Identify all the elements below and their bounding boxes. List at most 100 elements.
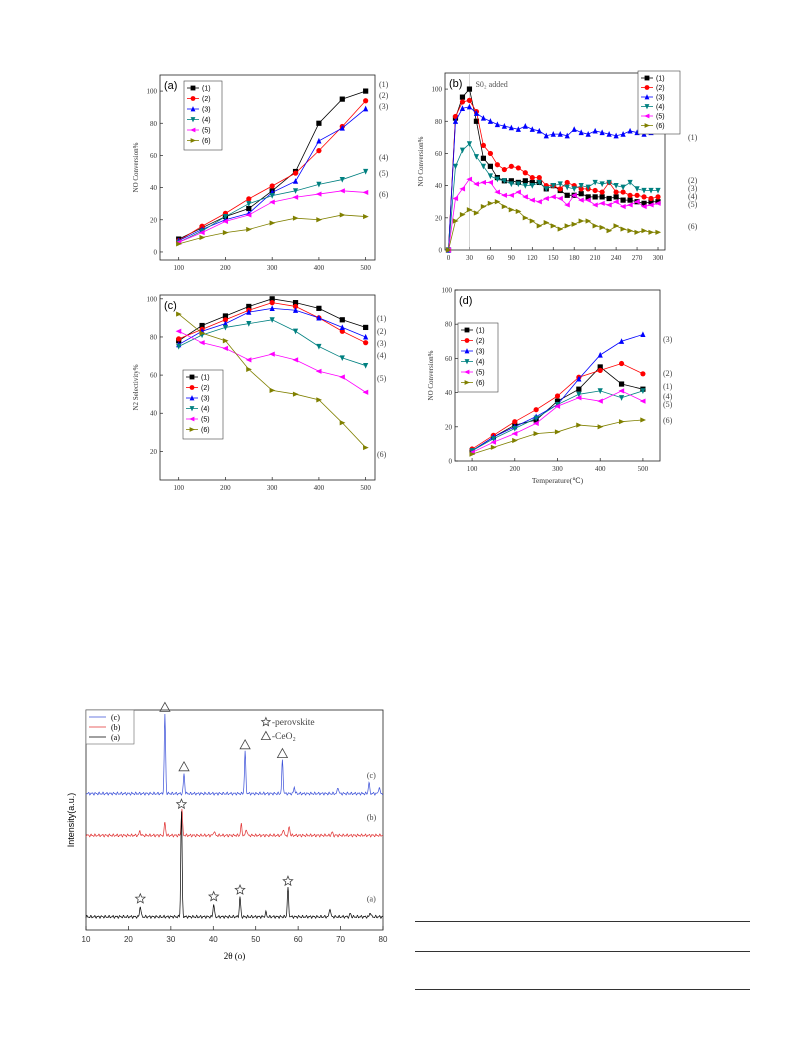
legend-perovskite-text: -perovskite <box>272 718 315 728</box>
data-point-1 <box>554 398 561 404</box>
legend-swatch-marker <box>464 348 470 354</box>
end-label-1: (1) <box>663 382 673 391</box>
data-point-6 <box>641 228 648 234</box>
y-tick-label: 40 <box>435 182 443 190</box>
x-tick-label: 200 <box>510 465 521 473</box>
data-point-2 <box>480 142 487 149</box>
data-point-3 <box>550 131 556 137</box>
data-point-3 <box>578 129 584 136</box>
data-point-3 <box>618 338 625 344</box>
data-point-6 <box>620 226 627 232</box>
ceo2-peak-marker <box>239 738 251 750</box>
y-tick-label: 20 <box>150 216 158 224</box>
data-point-2 <box>533 407 539 413</box>
y-tick-label: 20 <box>445 423 453 431</box>
data-point-4 <box>655 187 661 194</box>
data-point-5 <box>494 189 500 195</box>
x-tick-label: 120 <box>527 254 538 262</box>
legend-swatch-marker <box>189 427 195 432</box>
legend-swatch-marker <box>190 85 196 91</box>
data-point-5 <box>640 203 647 210</box>
data-point-2 <box>564 179 570 186</box>
x-tick-label: 0 <box>447 254 451 262</box>
data-point-3 <box>452 118 459 124</box>
data-point-3 <box>269 305 275 311</box>
x-axis-label: Temperature(℃) <box>532 476 584 485</box>
y-tick-label: 80 <box>435 118 443 126</box>
data-point-1 <box>585 194 591 200</box>
legend-entry-6: (6) <box>201 427 210 434</box>
data-point-4 <box>473 154 480 160</box>
y-tick-label: 40 <box>445 389 453 397</box>
data-point-3 <box>292 178 299 184</box>
legend-entry-a: (a) <box>111 733 120 742</box>
series-line-4 <box>178 319 366 366</box>
y-tick-label: 0 <box>154 248 158 256</box>
data-point-4 <box>292 328 299 335</box>
data-point-6 <box>222 230 229 236</box>
data-point-2 <box>466 97 473 103</box>
legend-entry-1: (1) <box>201 375 210 382</box>
plot-frame <box>159 74 376 261</box>
legend-swatch-marker <box>644 85 650 90</box>
data-point-2 <box>512 419 518 425</box>
data-point-1 <box>529 179 535 186</box>
data-point-1 <box>576 386 582 392</box>
data-point-5 <box>533 420 539 426</box>
data-point-3 <box>536 127 542 134</box>
data-point-5 <box>597 398 603 404</box>
legend-entry-6: (6) <box>656 123 665 130</box>
data-point-2 <box>536 174 542 181</box>
data-point-1 <box>199 322 205 329</box>
table-rule-top <box>415 921 750 922</box>
y-tick-label: 80 <box>150 333 158 341</box>
data-point-4 <box>613 183 619 189</box>
data-point-4 <box>469 448 475 454</box>
data-point-5 <box>292 357 299 363</box>
data-point-3 <box>292 307 299 313</box>
legend-entry-5: (5) <box>201 417 210 424</box>
x-tick-label: 500 <box>638 465 649 473</box>
data-point-4 <box>599 181 605 188</box>
data-point-4 <box>316 181 322 188</box>
data-point-4 <box>515 181 521 188</box>
legend-entry-2: (2) <box>201 385 210 392</box>
panel-label: (d) <box>459 295 472 307</box>
data-point-4 <box>627 179 633 186</box>
data-point-2 <box>459 99 466 105</box>
data-point-2 <box>634 192 640 198</box>
x-tick-label: 300 <box>267 484 278 492</box>
x-tick-label: 500 <box>360 484 371 492</box>
x-tick-label: 30 <box>466 254 474 262</box>
data-point-5 <box>599 200 605 206</box>
data-point-3 <box>627 127 633 134</box>
data-point-6 <box>557 226 564 232</box>
data-point-1 <box>473 118 480 124</box>
data-point-4 <box>536 179 542 186</box>
data-point-2 <box>452 113 459 120</box>
data-point-4 <box>501 178 507 184</box>
data-point-4 <box>578 183 584 189</box>
chart-panel-xrd: 10 20 30 40 50 60 70 80 2θ (o) Intensity(a.u.) (c)… <box>55 700 395 975</box>
data-point-4 <box>508 181 514 188</box>
data-point-4 <box>618 395 625 401</box>
data-point-5 <box>198 230 205 236</box>
data-point-6 <box>490 444 497 450</box>
series-line-2 <box>448 99 659 251</box>
legend-swatch-marker <box>190 117 196 123</box>
data-point-2 <box>508 163 514 169</box>
data-point-1 <box>339 96 345 102</box>
data-point-3 <box>592 127 598 134</box>
data-point-5 <box>292 194 299 200</box>
legend-swatch-marker <box>189 374 195 380</box>
data-point-6 <box>269 387 276 393</box>
data-point-3 <box>459 105 466 111</box>
data-point-3 <box>557 131 563 137</box>
x-tick-label: 300 <box>653 254 664 262</box>
data-point-5 <box>575 395 582 401</box>
y-tick-label: 100 <box>432 86 443 94</box>
data-point-3 <box>529 126 535 132</box>
end-label-2: (2) <box>663 369 673 378</box>
data-point-6 <box>199 330 206 336</box>
data-point-4 <box>543 186 549 192</box>
